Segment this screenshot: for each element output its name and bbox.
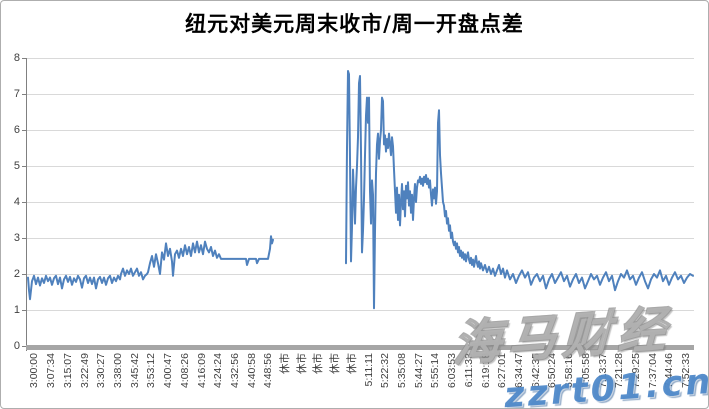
x-axis-tick-label: 4:32:56 bbox=[228, 353, 241, 389]
x-axis-tick-label: 3:30:27 bbox=[95, 353, 108, 389]
x-axis-tick-label: 5:55:14 bbox=[429, 353, 442, 389]
x-axis-tick-label: 3:00:00 bbox=[28, 353, 41, 389]
x-axis-tick-label: 休市 bbox=[329, 353, 342, 374]
y-axis-tick-label: 7 bbox=[13, 88, 20, 100]
x-axis-tick-label: 5:35:08 bbox=[396, 353, 409, 389]
plot-area bbox=[22, 58, 694, 351]
x-axis-tick-label: 休市 bbox=[345, 353, 358, 374]
x-axis-tick-label: 4:16:09 bbox=[195, 353, 208, 389]
x-axis-tick-label: 4:08:26 bbox=[178, 353, 191, 389]
series-line bbox=[27, 235, 274, 301]
x-axis-tick-label: 4:24:24 bbox=[212, 353, 225, 389]
y-axis-tick-label: 8 bbox=[13, 52, 20, 64]
y-axis-tick-label: 1 bbox=[13, 304, 20, 316]
series-line bbox=[345, 70, 694, 310]
x-axis-tick-label: 4:40:58 bbox=[245, 353, 258, 389]
x-axis-tick-label: 3:53:12 bbox=[145, 353, 158, 389]
x-axis-tick-label: 3:38:00 bbox=[111, 353, 124, 389]
x-axis-tick-label: 3:07:34 bbox=[45, 353, 58, 389]
y-axis-tick-label: 3 bbox=[13, 232, 20, 244]
x-axis-tick-label: 4:48:56 bbox=[262, 353, 275, 389]
x-axis-tick-label: 5:22:32 bbox=[379, 353, 392, 389]
x-axis-bar bbox=[26, 345, 694, 350]
x-axis-tick-label: 休市 bbox=[312, 353, 325, 374]
x-axis-tick-label: 3:22:49 bbox=[78, 353, 91, 389]
y-axis-tick-label: 2 bbox=[13, 268, 20, 280]
y-axis-tick-label: 6 bbox=[13, 124, 20, 136]
x-axis-tick-label: 3:45:42 bbox=[128, 353, 141, 389]
y-axis-tick-label: 0 bbox=[13, 340, 20, 352]
x-axis-tick-label: 休市 bbox=[295, 353, 308, 374]
chart-title: 纽元对美元周末收市/周一开盘点差 bbox=[185, 12, 524, 36]
y-axis-tick-label: 5 bbox=[13, 160, 20, 172]
x-axis-tick-label: 3:15:07 bbox=[61, 353, 74, 389]
x-axis-tick-label: 休市 bbox=[279, 353, 292, 374]
x-axis-tick-label: 4:00:47 bbox=[162, 353, 175, 389]
x-axis-tick-label: 5:11:11 bbox=[362, 353, 375, 387]
y-axis-tick-label: 4 bbox=[13, 196, 20, 208]
x-axis-tick-label: 5:44:27 bbox=[412, 353, 425, 389]
